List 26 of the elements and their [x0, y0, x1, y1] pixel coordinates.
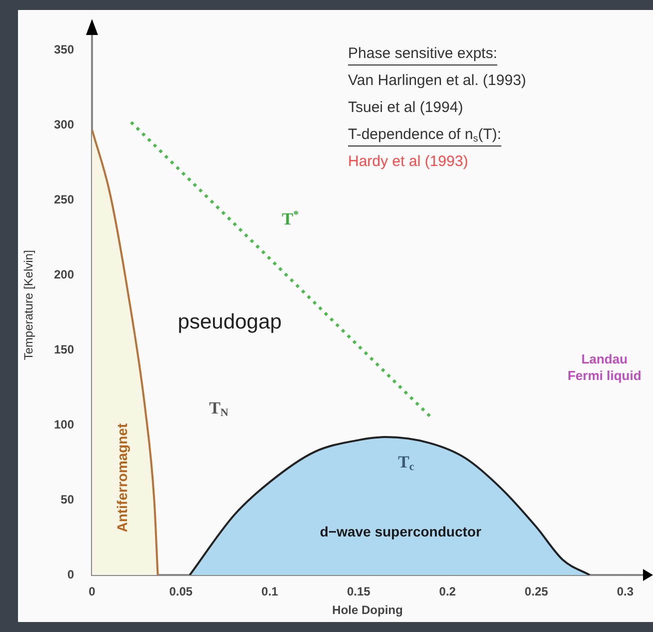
x-tick-label: 0.25: [524, 584, 548, 599]
annotation: T*: [282, 208, 300, 229]
annotation: Landau Fermi liquid: [568, 352, 642, 383]
annotation: Phase sensitive expts:: [348, 45, 498, 62]
annotation: d−wave superconductor: [320, 524, 482, 540]
y-tick-label: 250: [54, 192, 74, 206]
x-tick-label: 0.2: [439, 584, 456, 599]
y-tick-label: 100: [54, 417, 74, 432]
annotation: Antiferromagnet: [114, 423, 130, 532]
x-tick-label: 0.05: [169, 584, 193, 599]
y-tick-label: 300: [54, 117, 74, 132]
x-tick-label: 0.3: [616, 584, 634, 599]
y-axis-title: Temperature [Kelvin]: [22, 250, 36, 360]
annotation: Hardy et al (1993): [348, 153, 468, 170]
annotation: Van Harlingen et al. (1993): [348, 72, 526, 89]
y-tick-label: 150: [54, 342, 74, 356]
annotation: Tsuei et al (1994): [348, 99, 464, 116]
y-tick-label: 200: [54, 267, 74, 282]
y-tick-label: 50: [60, 492, 74, 506]
annotation: pseudogap: [178, 310, 282, 334]
y-tick-label: 350: [54, 42, 74, 57]
x-tick-label: 0.15: [346, 584, 371, 599]
x-tick-label: 0: [88, 584, 96, 599]
x-tick-label: 0.1: [261, 584, 278, 599]
x-axis-title: Hole Doping: [332, 603, 403, 618]
y-tick-label: 0: [67, 567, 74, 582]
